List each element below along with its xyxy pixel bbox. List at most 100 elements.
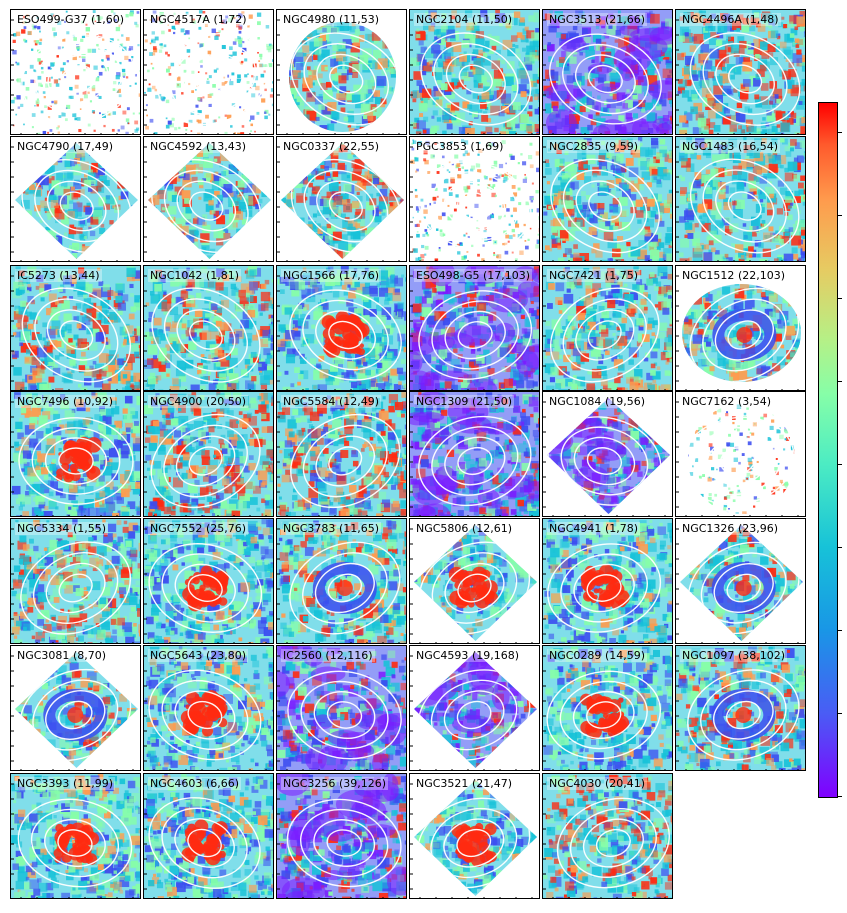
- panel-label: NGC5584 (12,49): [281, 395, 382, 408]
- galaxy-name: NGC4593: [416, 649, 469, 662]
- panel-map: [11, 652, 138, 770]
- panel-label: NGC3256 (39,126): [281, 777, 389, 790]
- galaxy-values: (17,103): [482, 269, 531, 282]
- colorbar-tick: [838, 713, 842, 714]
- galaxy-values: (22,55): [338, 140, 380, 153]
- galaxy-panel: NGC4030 (20,41): [542, 773, 673, 899]
- panel-label: NGC1097 (38,102): [680, 649, 788, 662]
- galaxy-name: NGC1042: [150, 269, 203, 282]
- panel-map: [11, 10, 140, 134]
- panel-label: IC5273 (13,44): [15, 269, 102, 282]
- galaxy-panel: NGC4790 (17,49): [10, 136, 141, 262]
- galaxy-panel: NGC4941 (1,78): [542, 518, 673, 644]
- panel-map: [410, 266, 539, 390]
- galaxy-name: NGC4790: [17, 140, 70, 153]
- galaxy-values: (1,48): [745, 13, 779, 26]
- panel-map: [543, 519, 672, 643]
- galaxy-name: NGC4603: [150, 777, 203, 790]
- galaxy-values: (1,55): [72, 522, 107, 535]
- galaxy-name: NGC2104: [416, 13, 469, 26]
- galaxy-name: NGC4496A: [682, 13, 742, 26]
- galaxy-values: (11,53): [338, 13, 380, 26]
- galaxy-panel: NGC5334 (1,55): [10, 518, 141, 644]
- galaxy-values: (17,76): [338, 269, 380, 282]
- galaxy-panel: NGC3521 (21,47): [409, 773, 540, 899]
- colorbar-tick: [838, 796, 842, 797]
- galaxy-values: (3,54): [737, 395, 772, 408]
- galaxy-values: (1,75): [604, 269, 639, 282]
- galaxy-panel: NGC3081 (8,70): [10, 645, 141, 771]
- panel-label: NGC7421 (1,75): [547, 269, 641, 282]
- panel-map: [543, 646, 672, 770]
- panel-map: [277, 519, 406, 643]
- galaxy-values: (16,54): [737, 140, 779, 153]
- panel-map: [277, 19, 400, 134]
- panel-label: NGC0337 (22,55): [281, 140, 382, 153]
- galaxy-panel: ESO499-G37 (1,60): [10, 9, 141, 135]
- galaxy-name: NGC7162: [682, 395, 735, 408]
- galaxy-panel: NGC3783 (11,65): [276, 518, 407, 644]
- panel-map: [543, 398, 670, 516]
- panel-label: NGC1084 (19,56): [547, 395, 648, 408]
- galaxy-name: IC5273: [17, 269, 56, 282]
- galaxy-panel: NGC0337 (22,55): [276, 136, 407, 262]
- galaxy-panel: IC2560 (12,116): [276, 645, 407, 771]
- galaxy-panel: NGC4980 (11,53): [276, 9, 407, 135]
- galaxy-name: NGC3256: [283, 777, 336, 790]
- galaxy-values: (10,92): [72, 395, 114, 408]
- panel-map: [277, 646, 406, 770]
- galaxy-name: NGC1309: [416, 395, 469, 408]
- galaxy-values: (17,49): [72, 140, 114, 153]
- galaxy-values: (12,61): [471, 522, 513, 535]
- galaxy-values: (21,47): [471, 777, 513, 790]
- galaxy-values: (11,99): [72, 777, 114, 790]
- galaxy-values: (19,56): [604, 395, 646, 408]
- panel-label: NGC3081 (8,70): [15, 649, 109, 662]
- galaxy-values: (25,76): [205, 522, 247, 535]
- panel-map: [676, 401, 799, 516]
- panel-label: NGC4941 (1,78): [547, 522, 641, 535]
- galaxy-values: (23,80): [205, 649, 247, 662]
- panel-label: NGC1309 (21,50): [414, 395, 515, 408]
- colorbar-tick: [838, 132, 842, 133]
- panel-label: NGC3783 (11,65): [281, 522, 382, 535]
- galaxy-name: IC2560: [283, 649, 322, 662]
- galaxy-panel: NGC4900 (20,50): [143, 391, 274, 517]
- panel-label: NGC4496A (1,48): [680, 13, 781, 26]
- galaxy-panel: NGC1483 (16,54): [675, 136, 806, 262]
- galaxy-panel: NGC1097 (38,102): [675, 645, 806, 771]
- panel-map: [277, 266, 406, 390]
- colorbar-tick: [838, 381, 842, 382]
- galaxy-values: (13,44): [59, 269, 100, 282]
- galaxy-name: NGC7496: [17, 395, 70, 408]
- galaxy-values: (14,59): [604, 649, 646, 662]
- panel-map: [676, 646, 805, 770]
- galaxy-panel: NGC1084 (19,56): [542, 391, 673, 517]
- panel-label: NGC4900 (20,50): [148, 395, 249, 408]
- panel-label: PGC3853 (1,69): [414, 140, 506, 153]
- colorbar-tick: [838, 547, 842, 548]
- galaxy-name: NGC4980: [283, 13, 336, 26]
- panel-map: [277, 774, 406, 898]
- panel-label: NGC2835 (9,59): [547, 140, 641, 153]
- galaxy-name: NGC1084: [549, 395, 602, 408]
- panel-map: [676, 10, 805, 134]
- panel-map: [676, 525, 803, 643]
- galaxy-panel: NGC1042 (1,81): [143, 265, 274, 391]
- galaxy-values: (1,78): [604, 522, 639, 535]
- panel-map: [277, 143, 404, 261]
- panel-label: NGC3513 (21,66): [547, 13, 648, 26]
- galaxy-name: NGC1483: [682, 140, 735, 153]
- galaxy-values: (22,103): [737, 269, 786, 282]
- panel-label: NGC1042 (1,81): [148, 269, 242, 282]
- galaxy-values: (20,50): [205, 395, 247, 408]
- panel-map: [543, 137, 672, 261]
- panel-label: NGC3521 (21,47): [414, 777, 515, 790]
- panel-label: ESO499-G37 (1,60): [15, 13, 127, 26]
- panel-label: NGC1483 (16,54): [680, 140, 781, 153]
- galaxy-values: (8,70): [72, 649, 107, 662]
- galaxy-values: (6,66): [205, 777, 240, 790]
- galaxy-panel: NGC5584 (12,49): [276, 391, 407, 517]
- galaxy-panel: NGC1309 (21,50): [409, 391, 540, 517]
